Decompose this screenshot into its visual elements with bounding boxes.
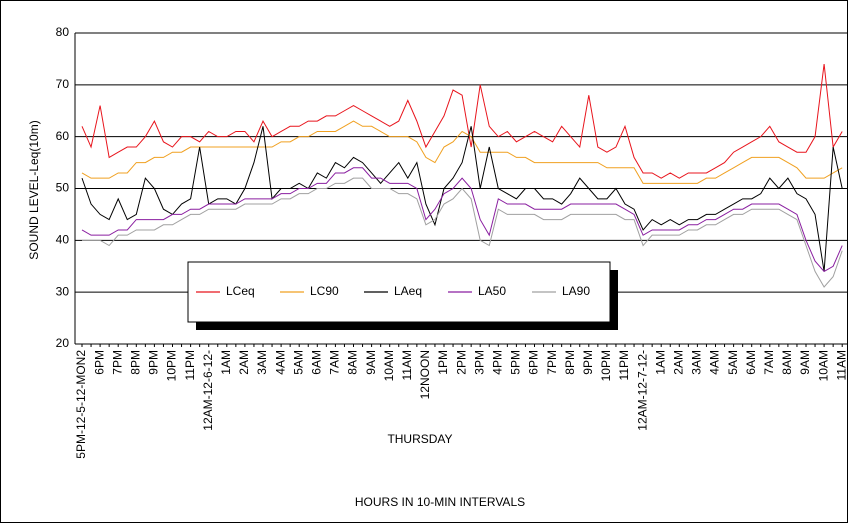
x-tick-label: 2AM [671, 350, 685, 375]
legend-label: LA50 [478, 284, 506, 298]
x-tick-label: 8AM [780, 350, 794, 375]
x-tick-label: 7PM [110, 350, 124, 375]
x-tick-label: 9PM [147, 350, 161, 375]
x-tick-label: 7AM [328, 350, 342, 375]
x-tick-label: 11AM [834, 350, 848, 380]
legend-label: LA90 [562, 284, 590, 298]
x-tick-label: 8AM [346, 350, 360, 375]
x-tick-label: 7AM [762, 350, 776, 375]
x-tick-label: 12AM-12-6-12- [201, 350, 215, 431]
y-tick-label: 20 [56, 336, 70, 350]
x-tick-label: 5AM [726, 350, 740, 375]
x-tick-label: 6PM [92, 350, 106, 375]
x-tick-label: 4PM [490, 350, 504, 375]
y-axis-label: SOUND LEVEL-Leq(10m) [27, 120, 41, 259]
x-tick-label: 11AM [400, 350, 414, 380]
x-tick-label: 2PM [454, 350, 468, 375]
x-tick-label: 7PM [545, 350, 559, 375]
x-tick-label: 4AM [708, 350, 722, 375]
x-tick-label: 10AM [382, 350, 396, 381]
x-tick-label: 10PM [165, 350, 179, 381]
legend-label: LC90 [310, 284, 339, 298]
x-tick-label: 4AM [273, 350, 287, 375]
x-tick-label: 11PM [183, 350, 197, 380]
series-line [82, 177, 843, 288]
legend-label: LCeq [226, 284, 255, 298]
x-tick-label: 5PM [509, 350, 523, 375]
series-line [81, 64, 843, 179]
series-line [81, 167, 843, 273]
y-tick-label: 70 [56, 77, 70, 91]
x-tick-label: 10AM [816, 350, 830, 381]
x-tick-label: 12AM-12-7-12- [635, 350, 649, 431]
x-tick-label: 5PM-12-5-12-MON2 [74, 350, 88, 459]
x-tick-label: 12NOON [418, 350, 432, 399]
y-tick-label: 40 [56, 233, 70, 247]
y-tick-label: 30 [56, 284, 70, 298]
x-tick-label: 1AM [653, 350, 667, 375]
annotation: THURSDAY [387, 432, 452, 446]
x-tick-label: 1PM [436, 350, 450, 375]
y-tick-label: 50 [56, 181, 70, 195]
x-tick-label: 8PM [128, 350, 142, 375]
y-tick-label: 80 [56, 25, 70, 39]
x-tick-label: 6AM [744, 350, 758, 375]
x-tick-label: 6PM [527, 350, 541, 375]
x-tick-label: 9AM [364, 350, 378, 375]
x-tick-label: 9PM [581, 350, 595, 375]
x-tick-label: 5AM [291, 350, 305, 375]
x-tick-label: 2AM [237, 350, 251, 375]
series-line [81, 120, 843, 184]
x-axis-label: HOURS IN 10-MIN INTERVALS [355, 495, 525, 509]
x-tick-label: 8PM [563, 350, 577, 375]
x-tick-label: 3PM [472, 350, 486, 375]
x-tick-label: 3AM [255, 350, 269, 375]
x-tick-label: 11PM [617, 350, 631, 380]
y-tick-label: 60 [56, 129, 70, 143]
x-tick-label: 10PM [599, 350, 613, 381]
x-tick-label: 9AM [798, 350, 812, 375]
x-tick-label: 1AM [219, 350, 233, 375]
x-tick-label: 3AM [690, 350, 704, 375]
legend-label: LAeq [394, 284, 422, 298]
x-tick-label: 6AM [309, 350, 323, 375]
